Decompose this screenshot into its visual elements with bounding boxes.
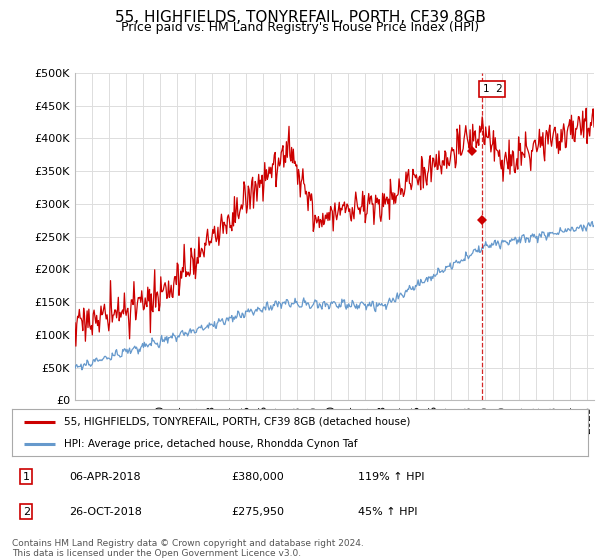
Text: Contains HM Land Registry data © Crown copyright and database right 2024.
This d: Contains HM Land Registry data © Crown c…: [12, 539, 364, 558]
Text: 45% ↑ HPI: 45% ↑ HPI: [358, 507, 417, 517]
Text: 55, HIGHFIELDS, TONYREFAIL, PORTH, CF39 8GB: 55, HIGHFIELDS, TONYREFAIL, PORTH, CF39 …: [115, 10, 485, 25]
Text: 26-OCT-2018: 26-OCT-2018: [70, 507, 142, 517]
Text: 2: 2: [23, 507, 30, 517]
Text: 119% ↑ HPI: 119% ↑ HPI: [358, 472, 424, 482]
Text: £380,000: £380,000: [231, 472, 284, 482]
Text: Price paid vs. HM Land Registry's House Price Index (HPI): Price paid vs. HM Land Registry's House …: [121, 21, 479, 34]
Text: HPI: Average price, detached house, Rhondda Cynon Taf: HPI: Average price, detached house, Rhon…: [64, 438, 358, 449]
Text: £275,950: £275,950: [231, 507, 284, 517]
Text: 06-APR-2018: 06-APR-2018: [70, 472, 141, 482]
Text: 1: 1: [23, 472, 30, 482]
Text: 1  2: 1 2: [482, 84, 502, 94]
Text: 55, HIGHFIELDS, TONYREFAIL, PORTH, CF39 8GB (detached house): 55, HIGHFIELDS, TONYREFAIL, PORTH, CF39 …: [64, 417, 410, 427]
